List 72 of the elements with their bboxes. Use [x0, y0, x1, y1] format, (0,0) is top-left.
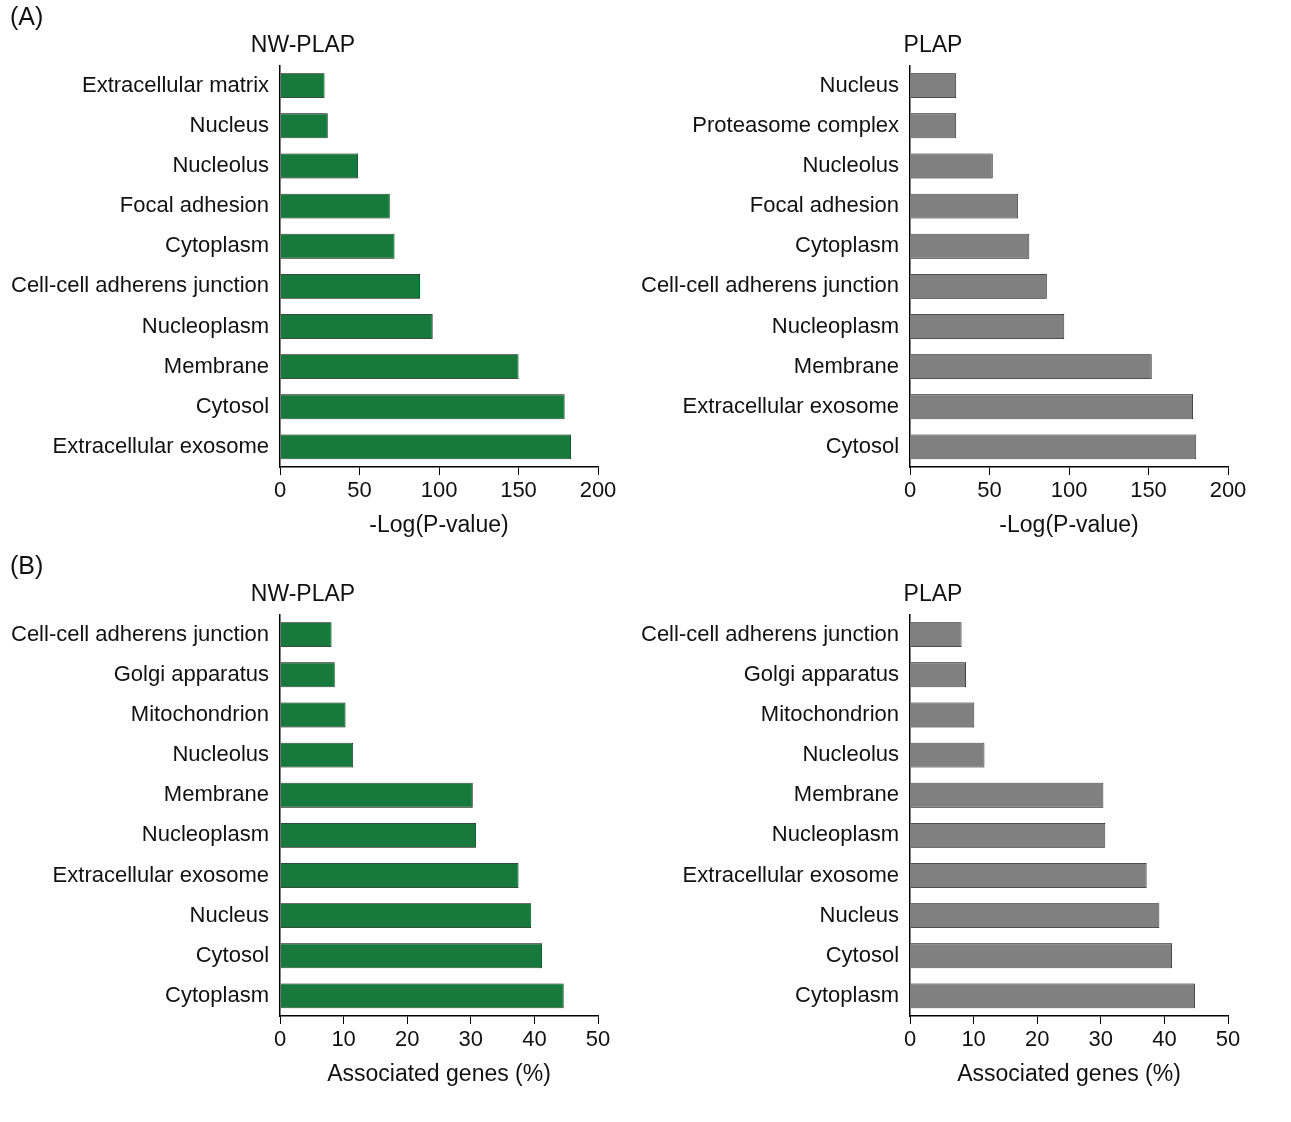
x-axis-title: -Log(P-value)	[999, 510, 1139, 537]
y-tick-label: Mitochondrion	[130, 701, 270, 727]
x-tick-label: 50	[1215, 1026, 1241, 1052]
chart-title: NW-PLAP	[250, 580, 356, 607]
x-tick-label: 0	[273, 1026, 287, 1052]
y-tick-label: Cell-cell adherens junction	[641, 272, 900, 298]
y-tick-label: Cytosol	[195, 941, 270, 967]
y-tick-label: Extracellular matrix	[81, 71, 270, 97]
x-tick-label: 30	[1088, 1026, 1114, 1052]
y-tick-label: Proteasome complex	[692, 111, 900, 137]
y-tick-label: Nucleoplasm	[141, 821, 270, 847]
y-tick-label: Cell-cell adherens junction	[11, 272, 270, 298]
y-tick-label: Focal adhesion	[119, 192, 270, 218]
y-tick-label: Nucleoplasm	[771, 821, 900, 847]
text: (A)	[10, 2, 44, 31]
y-tick-label: Nucleolus	[802, 152, 900, 178]
y-tick-label: Extracellular exosome	[52, 432, 270, 458]
y-tick-label: Cytoplasm	[165, 981, 270, 1007]
y-tick-label: Membrane	[793, 781, 900, 807]
y-tick-label: Cell-cell adherens junction	[641, 620, 900, 646]
x-tick-label: 150	[500, 477, 537, 503]
y-tick-label: Cytoplasm	[795, 232, 900, 258]
y-tick-label: Extracellular exosome	[682, 861, 900, 887]
y-tick-label: Extracellular exosome	[52, 861, 270, 887]
x-tick-label: 20	[394, 1026, 420, 1052]
y-tick-label: Mitochondrion	[760, 701, 900, 727]
x-tick-label: 10	[961, 1026, 986, 1052]
y-tick-label: Nucleus	[189, 111, 270, 137]
y-tick-label: Cytoplasm	[795, 981, 900, 1007]
x-tick-label: 40	[522, 1026, 547, 1052]
x-tick-label: 100	[420, 477, 458, 503]
y-tick-label: Membrane	[163, 352, 270, 378]
x-tick-label: 10	[331, 1026, 356, 1052]
y-tick-label: Golgi apparatus	[743, 660, 900, 686]
x-axis-title: Associated genes (%)	[327, 1059, 551, 1086]
y-tick-label: Cytoplasm	[165, 232, 270, 258]
x-tick-label: 200	[579, 477, 617, 503]
x-tick-label: 0	[903, 1026, 917, 1052]
x-tick-label: 200	[1209, 477, 1247, 503]
x-tick-label: 50	[977, 477, 1002, 503]
y-tick-label: Nucleus	[189, 901, 270, 927]
y-tick-label: Cytosol	[825, 432, 900, 458]
y-tick-label: Cytosol	[825, 941, 900, 967]
x-tick-label: 100	[1050, 477, 1088, 503]
x-tick-label: 30	[458, 1026, 484, 1052]
y-tick-label: Membrane	[163, 781, 270, 807]
y-tick-label: Nucleolus	[802, 741, 900, 767]
chart-title: NW-PLAP	[250, 31, 356, 58]
y-tick-label: Extracellular exosome	[682, 392, 900, 418]
x-tick-label: 50	[585, 1026, 611, 1052]
y-tick-label: Nucleoplasm	[141, 312, 270, 338]
y-tick-label: Golgi apparatus	[113, 660, 270, 686]
x-tick-label: 0	[903, 477, 917, 503]
x-tick-label: 40	[1152, 1026, 1177, 1052]
text: (B)	[10, 551, 44, 580]
y-tick-label: Nucleoplasm	[771, 312, 900, 338]
y-tick-label: Cell-cell adherens junction	[11, 620, 270, 646]
x-axis-title: -Log(P-value)	[369, 510, 509, 537]
chart-title: PLAP	[903, 31, 963, 58]
chart-title: PLAP	[903, 580, 963, 607]
y-tick-label: Nucleus	[819, 901, 900, 927]
y-tick-label: Cytosol	[195, 392, 270, 418]
y-tick-label: Membrane	[793, 352, 900, 378]
y-tick-label: Nucleolus	[172, 152, 270, 178]
y-tick-label: Focal adhesion	[749, 192, 900, 218]
y-tick-label: Nucleus	[819, 71, 900, 97]
x-tick-label: 20	[1024, 1026, 1050, 1052]
x-tick-label: 50	[347, 477, 372, 503]
x-tick-label: 0	[273, 477, 287, 503]
y-tick-label: Nucleolus	[172, 741, 270, 767]
x-tick-label: 150	[1130, 477, 1167, 503]
x-axis-title: Associated genes (%)	[957, 1059, 1181, 1086]
